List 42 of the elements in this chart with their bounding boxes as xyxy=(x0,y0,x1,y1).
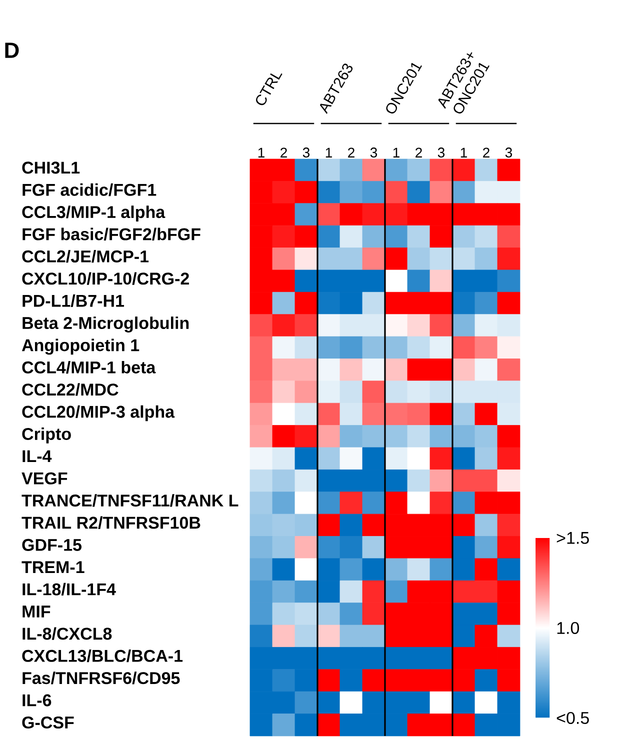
y-tick-label: TREM-1 xyxy=(22,561,84,573)
y-tick-label: IL-6 xyxy=(22,694,52,706)
color-bar-label: 1.0 xyxy=(557,622,580,634)
y-tick-label: IL-8/CXCL8 xyxy=(22,627,112,640)
y-tick-label: TRANCE/TNFSF11/RANK L xyxy=(22,494,238,507)
x-tick-label: 1 xyxy=(258,148,264,158)
y-tick-label: Fas/TNFRSF6/CD95 xyxy=(22,672,180,684)
color-bar-label: <0.5 xyxy=(556,712,589,724)
y-tick-label: VEGF xyxy=(22,472,68,484)
y-tick-label: IL-18/IL-1F4 xyxy=(22,582,116,596)
y-tick-label: CCL22/MDC xyxy=(22,383,118,396)
y-tick-label: PD-L1/B7-H1 xyxy=(22,294,124,308)
y-tick-label: CCL20/MIP-3 alpha xyxy=(22,405,175,422)
color-bar-label: >1.5 xyxy=(556,532,589,544)
x-tick-label: 3 xyxy=(505,148,512,158)
y-tick-label: CCL2/JE/MCP-1 xyxy=(22,250,149,263)
y-tick-label: GDF-15 xyxy=(22,538,82,551)
x-tick-label: 2 xyxy=(483,148,490,158)
y-tick-label: Cripto xyxy=(22,428,71,444)
y-tick-label: CCL3/MIP-1 alpha xyxy=(22,206,166,222)
x-tick-label: 2 xyxy=(416,148,422,158)
x-tick-label: 3 xyxy=(302,148,310,158)
y-tick-label: CCL4/MIP-1 beta xyxy=(22,360,156,374)
y-tick-label: Angiopoietin 1 xyxy=(22,338,140,355)
y-tick-label: IL-4 xyxy=(22,450,52,462)
y-tick-label: G-CSF xyxy=(22,716,74,729)
y-tick-label: Beta 2-Microglobulin xyxy=(22,316,189,332)
x-tick-label: 2 xyxy=(280,148,287,158)
y-tick-label: CXCL10/IP-10/CRG-2 xyxy=(22,272,189,285)
y-tick-label: CXCL13/BLC/BCA-1 xyxy=(22,649,183,662)
y-tick-label: TRAIL R2/TNFRSF10B xyxy=(22,516,200,529)
x-tick-label: 2 xyxy=(348,148,354,158)
y-tick-label: MIF xyxy=(22,606,50,618)
x-tick-label: 3 xyxy=(370,148,378,158)
y-tick-label: CHI3L1 xyxy=(22,162,80,174)
x-tick-label: 3 xyxy=(438,148,445,158)
x-tick-label: 1 xyxy=(393,148,400,158)
x-tick-label: 1 xyxy=(326,148,332,158)
x-tick-label: 1 xyxy=(460,148,467,158)
y-tick-label: FGF basic/FGF2/bFGF xyxy=(22,228,200,240)
text: D xyxy=(5,42,19,58)
y-tick-label: FGF acidic/FGF1 xyxy=(22,183,156,196)
